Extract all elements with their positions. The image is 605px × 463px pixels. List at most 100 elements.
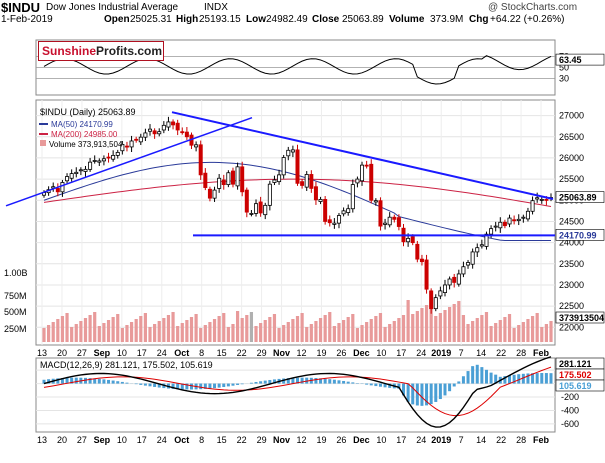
volume-bar [411, 314, 414, 342]
candle-body [102, 159, 105, 161]
volume-bar [536, 313, 539, 342]
macd-histogram-bar [213, 384, 216, 389]
candle-body [513, 220, 516, 221]
candle-body [536, 198, 539, 199]
macd-tag: 281.121 [559, 359, 592, 369]
candle-body [287, 150, 290, 156]
x-tick-label: 22 [496, 435, 506, 445]
volume-bar [347, 317, 350, 342]
candle-body [291, 150, 294, 152]
volume-bar [434, 316, 437, 342]
candle-body [185, 132, 188, 137]
volume-bar [522, 322, 525, 342]
rsi-tag: 63.45 [559, 55, 582, 65]
x-tick-label: 26 [336, 435, 346, 445]
candle-body [416, 244, 419, 259]
candle-body [425, 260, 428, 289]
price-tick-label: 27000 [559, 111, 584, 121]
candle-body [499, 222, 502, 228]
candle-body [125, 146, 128, 147]
candle-body [61, 182, 64, 191]
x-tick-label: 26 [336, 348, 346, 358]
macd-histogram-bar [227, 384, 230, 387]
candle-body [231, 171, 234, 184]
ma50-tag: 24170.99 [559, 230, 597, 240]
x-tick-label: Nov [273, 348, 290, 358]
candle-body [84, 169, 87, 171]
volume-bar [213, 319, 216, 342]
price-tick-label: 26000 [559, 153, 584, 163]
histogram-tag: 105.619 [559, 381, 592, 391]
macd-histogram-bar [476, 365, 479, 384]
macd-histogram-bar [259, 381, 262, 383]
volume-tick-label: 500M [4, 307, 27, 317]
resistance-trendline [172, 112, 553, 199]
candle-body [199, 145, 202, 175]
candle-body [310, 174, 313, 188]
macd-histogram-bar [370, 384, 373, 386]
candle-body [407, 238, 410, 241]
x-tick-label: 19 [316, 435, 326, 445]
x-tick-label: Feb [533, 348, 550, 358]
macd-histogram-bar [439, 384, 442, 399]
candle-body [112, 155, 115, 159]
volume-bar [402, 315, 405, 342]
macd-histogram-bar [153, 384, 156, 387]
candle-body [480, 245, 483, 246]
candle-body [333, 223, 336, 224]
candle-body [457, 274, 460, 284]
x-tick-label: Sep [94, 435, 111, 445]
volume-bar [195, 314, 198, 342]
candle-body [250, 213, 253, 214]
macd-histogram-bar [365, 384, 368, 385]
x-tick-label: 24 [157, 435, 167, 445]
x-tick-label: 22 [496, 348, 506, 358]
candle-body [98, 161, 101, 162]
macd-histogram-bar [314, 378, 317, 384]
macd-histogram-bar [236, 384, 239, 385]
macd-histogram-bar [301, 378, 304, 384]
x-tick-label: 20 [57, 435, 67, 445]
candle-body [508, 218, 511, 224]
x-tick-label: 7 [459, 435, 464, 445]
macd-histogram-bar [149, 384, 152, 387]
volume-bar [383, 327, 386, 342]
volume-bar [121, 328, 124, 342]
volume-bar [88, 315, 91, 342]
macd-legend: MACD(12,26,9) 281.121, 175.502, 105.619 [40, 360, 213, 370]
candle-body [365, 165, 368, 166]
candle-body [107, 157, 110, 158]
volume-bar [379, 313, 382, 342]
candle-body [264, 205, 267, 214]
volume-bar [287, 322, 290, 342]
sunshine-profits-logo: SunshineProfits.com [38, 41, 164, 61]
macd-tick-label: -200 [561, 392, 579, 402]
macd-histogram-bar [250, 383, 253, 384]
x-tick-label: 10 [117, 435, 127, 445]
candle-body [195, 145, 198, 147]
price-tick-label: 22500 [559, 301, 584, 311]
volume-value: 373.9M [430, 14, 463, 25]
volume-bar [443, 310, 446, 342]
macd-histogram-bar [536, 373, 539, 384]
x-tick-label: 13 [37, 435, 47, 445]
macd-histogram-bar [116, 381, 119, 383]
x-tick-label: 15 [217, 348, 227, 358]
macd-histogram-bar [490, 373, 493, 384]
volume-bar [277, 328, 280, 342]
volume-bar [218, 316, 221, 342]
x-tick-label: 12 [296, 348, 306, 358]
x-tick-label: 2019 [431, 435, 451, 445]
low-label: Low [246, 14, 266, 25]
x-tick-label: 24 [416, 348, 426, 358]
open-value: 25025.31 [130, 14, 172, 25]
volume-bar [148, 327, 151, 342]
candle-body [277, 175, 280, 182]
candle-body [430, 291, 433, 309]
volume-bar [102, 323, 105, 342]
macd-histogram-bar [218, 384, 221, 388]
candle-body [526, 211, 529, 219]
volume-bar [241, 318, 244, 342]
volume-bar [176, 326, 179, 342]
candle-body [296, 150, 299, 183]
